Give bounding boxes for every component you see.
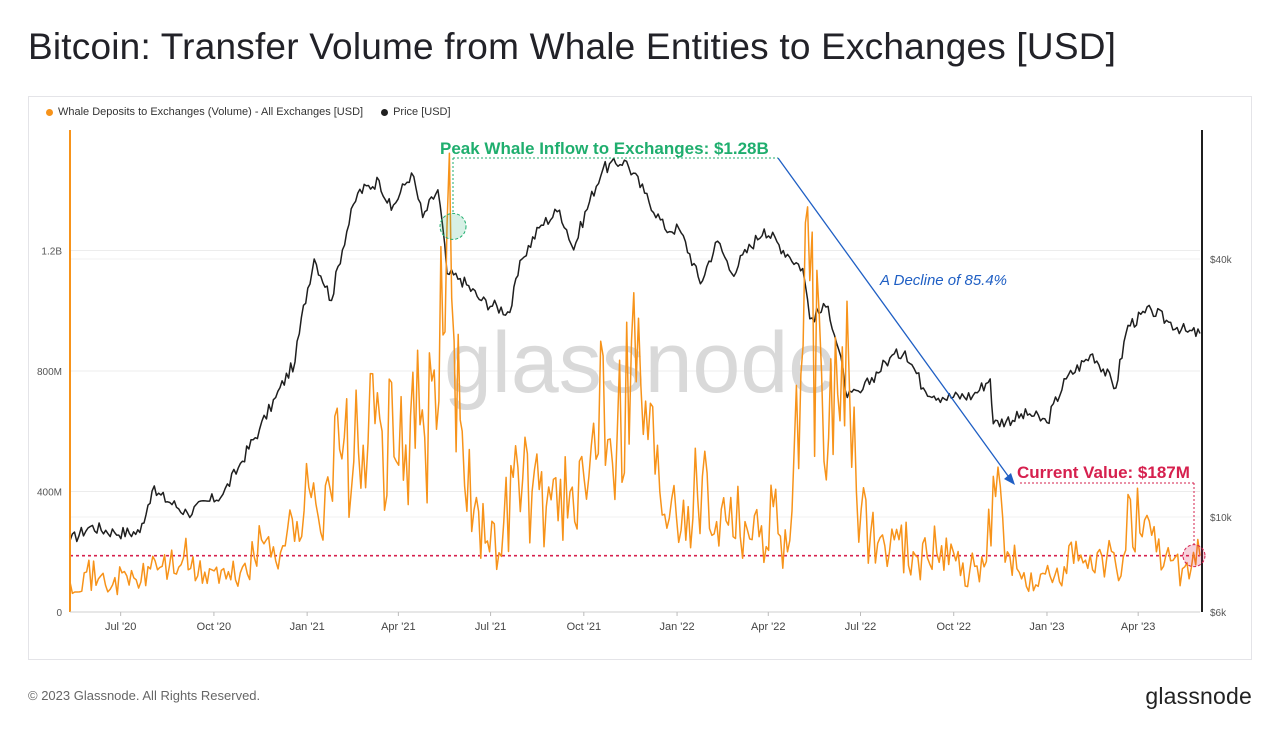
page-title: Bitcoin: Transfer Volume from Whale Enti… (28, 26, 1117, 67)
axes-group: 0 400M 800M 1.2B $6k $10k $40k Jul '20 Oct '20 Ja… (37, 130, 1233, 633)
price-line (69, 157, 1201, 543)
x-tick-label: Oct '21 (567, 621, 602, 633)
x-tick-label: Oct '20 (197, 621, 232, 633)
x-tick-label: Jan '23 (1029, 621, 1064, 633)
current-value-annotation-label: Current Value: $187M (1017, 463, 1190, 482)
whale-deposits-line (69, 152, 1201, 596)
legend-dot-price (381, 108, 389, 116)
x-tick-label: Apr '23 (1121, 621, 1156, 633)
y-left-tick-label: 800M (37, 367, 62, 378)
current-value-marker (1182, 544, 1206, 568)
x-tick-label: Apr '21 (381, 621, 416, 633)
legend-item-price[interactable]: Price [USD] (381, 106, 451, 118)
chart-grid (70, 250, 1200, 613)
y-right-tick-label: $10k (1210, 513, 1233, 524)
legend: Whale Deposits to Exchanges (Volume) - A… (46, 106, 451, 118)
y-left-tick-label: 0 (56, 608, 62, 619)
x-tick-label: Jan '21 (290, 621, 325, 633)
series-group (69, 152, 1201, 596)
peak-marker (439, 212, 467, 240)
legend-item-whale-deposits[interactable]: Whale Deposits to Exchanges (Volume) - A… (46, 106, 363, 118)
y-right-tick-label: $6k (1210, 608, 1227, 619)
decline-annotation-label: A Decline of 85.4% (879, 272, 1007, 289)
decline-arrow-head (1004, 473, 1015, 485)
y-right-tick-label: $40k (1210, 255, 1233, 266)
decline-arrow-line (777, 157, 1012, 481)
peak-annotation-label: Peak Whale Inflow to Exchanges: $1.28B (440, 139, 769, 158)
x-tick-label: Oct '22 (936, 621, 971, 633)
glassnode-logo: glassnode (1145, 683, 1252, 709)
x-tick-label: Apr '22 (751, 621, 786, 633)
legend-dot-whale-deposits (46, 108, 53, 116)
legend-label-whale-deposits: Whale Deposits to Exchanges (Volume) - A… (58, 106, 364, 118)
legend-label-price: Price [USD] (393, 106, 451, 118)
x-tick-label: Jul '21 (475, 621, 506, 633)
copyright-text: © 2023 Glassnode. All Rights Reserved. (28, 688, 261, 703)
x-tick-label: Jan '22 (659, 621, 694, 633)
annotations-group: Peak Whale Inflow to Exchanges: $1.28B A … (439, 139, 1206, 568)
x-tick-label: Jul '20 (105, 621, 136, 633)
y-left-tick-label: 400M (37, 488, 62, 499)
y-left-tick-label: 1.2B (41, 247, 62, 258)
x-tick-label: Jul '22 (845, 621, 876, 633)
